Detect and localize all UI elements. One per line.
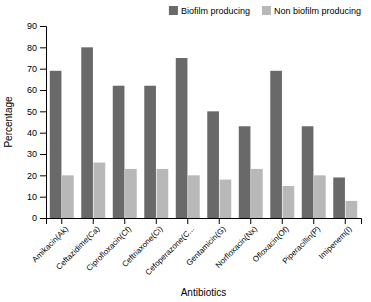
tick-label: 20 <box>27 171 37 181</box>
tick-label: 70 <box>27 64 37 74</box>
tick: Cefoperazone(C... <box>144 218 197 277</box>
legend-swatch <box>169 6 178 15</box>
tick: 30 <box>27 149 46 159</box>
x-axis: Amikacin(Ak)Ceftazidime(Ca)Ciprofloxacin… <box>30 218 361 277</box>
tick: 60 <box>27 85 46 95</box>
tick-label: Norfloxacin(Nx) <box>214 224 260 270</box>
tick-label: Cefoperazone(C... <box>144 225 197 278</box>
legend-label: Biofilm producing <box>181 6 250 16</box>
tick-label: 30 <box>27 149 37 159</box>
bar <box>62 175 74 218</box>
plot: 0 10 20 30 40 50 60 70 80 90 Amikacin(Ak)Ceftazidi… <box>27 21 362 277</box>
bar-series <box>50 47 345 218</box>
tick-mark <box>40 175 46 176</box>
chart: 0 10 20 30 40 50 60 70 80 90 Amikacin(Ak)Ceftazidi… <box>0 0 371 302</box>
tick-mark <box>40 69 46 70</box>
tick-label: Imipenem(I) <box>317 224 354 261</box>
tick-mark <box>187 218 188 224</box>
axis-line <box>47 219 362 225</box>
bar <box>144 86 156 218</box>
tick-label: 50 <box>27 107 37 117</box>
tick-mark <box>40 133 46 134</box>
tick: 40 <box>27 128 46 138</box>
tick: 80 <box>27 43 46 53</box>
tick-mark <box>93 218 94 224</box>
bar <box>176 58 188 218</box>
tick-label: 90 <box>27 21 37 31</box>
tick: 70 <box>27 64 46 74</box>
bar <box>270 71 282 218</box>
bar <box>239 126 251 218</box>
tick: Norfloxacin(Nx) <box>214 218 260 270</box>
legend-item: Non biofilm producing <box>262 6 361 16</box>
legend-label: Non biofilm producing <box>274 6 361 16</box>
tick-mark <box>250 218 251 224</box>
bar <box>302 126 314 218</box>
legend-swatch <box>262 6 271 15</box>
tick-mark <box>219 218 220 224</box>
tick-mark <box>40 197 46 198</box>
bars <box>50 47 357 218</box>
tick: 90 <box>27 21 46 31</box>
bar <box>207 111 219 218</box>
tick-mark <box>40 26 46 27</box>
tick-label: 80 <box>27 43 37 53</box>
tick: 10 <box>27 192 46 202</box>
bar <box>314 175 326 218</box>
y-axis: 0 10 20 30 40 50 60 70 80 90 <box>27 21 47 223</box>
bar <box>220 180 232 218</box>
tick-mark <box>282 218 283 224</box>
tick-mark <box>40 154 46 155</box>
tick-mark <box>124 218 125 224</box>
tick-mark <box>313 218 314 224</box>
bar <box>157 169 169 218</box>
tick: 50 <box>27 107 46 117</box>
tick-mark <box>40 47 46 48</box>
tick: 20 <box>27 171 46 181</box>
tick-mark <box>40 90 46 91</box>
bar-series <box>62 163 357 218</box>
tick-mark <box>40 111 46 112</box>
bar <box>346 201 358 218</box>
tick-mark <box>345 218 346 224</box>
bar <box>50 71 62 218</box>
bar <box>81 47 93 218</box>
legend-item: Biofilm producing <box>169 6 250 16</box>
tick-label: Piperacillin(P) <box>281 224 322 265</box>
tick-label: 40 <box>27 128 37 138</box>
tick: 0 <box>32 213 46 223</box>
bar <box>94 163 106 218</box>
tick-mark <box>156 218 157 224</box>
bar <box>125 169 137 218</box>
tick-label: 60 <box>27 85 37 95</box>
tick-label: 10 <box>27 192 37 202</box>
bar <box>283 186 295 218</box>
tick: Piperacillin(P) <box>281 218 322 266</box>
legend: Biofilm producing Non biofilm producing <box>169 6 361 16</box>
tick-label: 0 <box>32 213 37 223</box>
bar <box>333 177 345 218</box>
x-axis-title: Antibiotics <box>181 287 227 298</box>
bar <box>113 86 125 218</box>
bar <box>251 169 263 218</box>
tick-mark <box>40 218 46 219</box>
tick: Imipenem(I) <box>317 218 354 261</box>
axis-line <box>40 27 47 219</box>
bar <box>188 175 200 218</box>
tick-mark <box>61 218 62 224</box>
y-axis-title: Percentage <box>3 96 14 148</box>
